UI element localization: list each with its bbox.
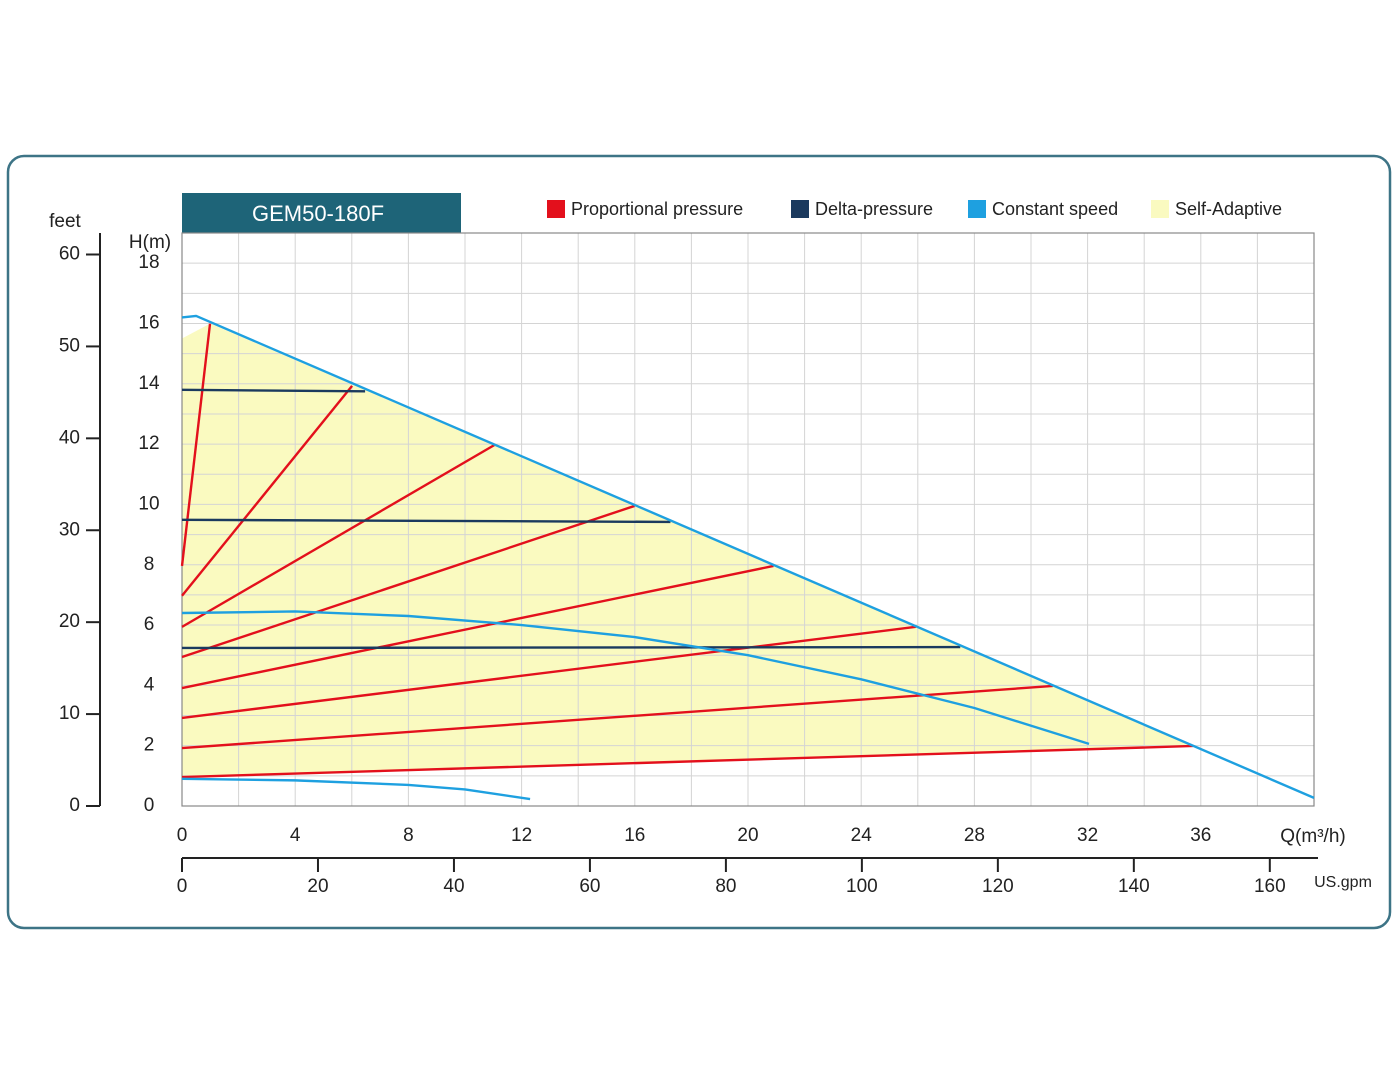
area — [182, 323, 1194, 778]
y2-tick-label: 0 — [69, 795, 80, 816]
x-tick-label: 20 — [737, 825, 758, 846]
y-tick-label: 14 — [138, 373, 160, 394]
curve — [181, 564, 774, 690]
curve — [181, 625, 916, 720]
y-tick-label: 10 — [138, 493, 159, 514]
y2-tick-label: 20 — [59, 611, 80, 632]
curve — [181, 610, 1090, 746]
x-tick-label: 24 — [851, 825, 873, 846]
curve — [181, 385, 354, 597]
chart-title: GEM50-180F — [252, 201, 384, 226]
y-tick-label: 0 — [144, 795, 155, 816]
x2-tick-label: 120 — [982, 876, 1014, 897]
legend-label: Self-Adaptive — [1175, 199, 1282, 219]
y-tick-label: 18 — [138, 252, 159, 273]
x2-tick-label: 60 — [579, 876, 600, 897]
x2-tick-label: 160 — [1254, 876, 1286, 897]
curve — [181, 443, 496, 628]
curve — [181, 645, 961, 650]
x2-tick-label: 100 — [846, 876, 878, 897]
legend-label: Proportional pressure — [571, 199, 743, 219]
x-tick-label: 32 — [1077, 825, 1098, 846]
x-tick-label: 28 — [964, 825, 985, 846]
y-tick-label: 8 — [144, 554, 155, 575]
y2-tick-label: 50 — [59, 335, 80, 356]
y-axis-label: H(m) — [129, 232, 171, 253]
legend-label: Delta-pressure — [815, 199, 933, 219]
plot-frame — [181, 232, 1315, 807]
curve — [180, 323, 212, 567]
curve — [181, 684, 1053, 750]
x-tick-label: 16 — [624, 825, 645, 846]
curve — [181, 744, 1194, 779]
y2-tick-label: 30 — [59, 519, 80, 540]
legend-swatch — [1151, 200, 1169, 218]
x-tick-label: 4 — [290, 825, 301, 846]
y2-tick-label: 60 — [59, 244, 80, 265]
x2-tick-label: 140 — [1118, 876, 1150, 897]
curve — [181, 518, 671, 524]
curve — [181, 314, 1315, 799]
x-tick-label: 12 — [511, 825, 532, 846]
curve — [181, 388, 366, 393]
x-tick-label: 8 — [403, 825, 414, 846]
chart-frame — [6, 154, 1392, 930]
legend-swatch — [547, 200, 565, 218]
x2-tick-label: 80 — [715, 876, 736, 897]
legend-swatch — [968, 200, 986, 218]
y2-tick-label: 40 — [59, 427, 80, 448]
y2-tick-label: 10 — [59, 703, 80, 724]
legend-swatch — [791, 200, 809, 218]
y2-axis-label: feet — [49, 211, 81, 232]
x2-tick-label: 0 — [177, 876, 188, 897]
y-tick-label: 16 — [138, 312, 159, 333]
curve — [181, 777, 531, 801]
y-tick-label: 4 — [144, 674, 155, 695]
x-axis-label: Q(m³/h) — [1280, 826, 1345, 847]
x2-axis-label: US.gpm — [1314, 874, 1372, 891]
title-box — [182, 193, 461, 233]
x-tick-label: 0 — [177, 825, 188, 846]
curve — [181, 504, 635, 659]
x2-tick-label: 20 — [307, 876, 328, 897]
y-tick-label: 12 — [138, 433, 159, 454]
x2-tick-label: 40 — [443, 876, 464, 897]
legend-label: Constant speed — [992, 199, 1118, 219]
y-tick-label: 2 — [144, 735, 155, 756]
y-tick-label: 6 — [144, 614, 155, 635]
x-tick-label: 36 — [1190, 825, 1211, 846]
